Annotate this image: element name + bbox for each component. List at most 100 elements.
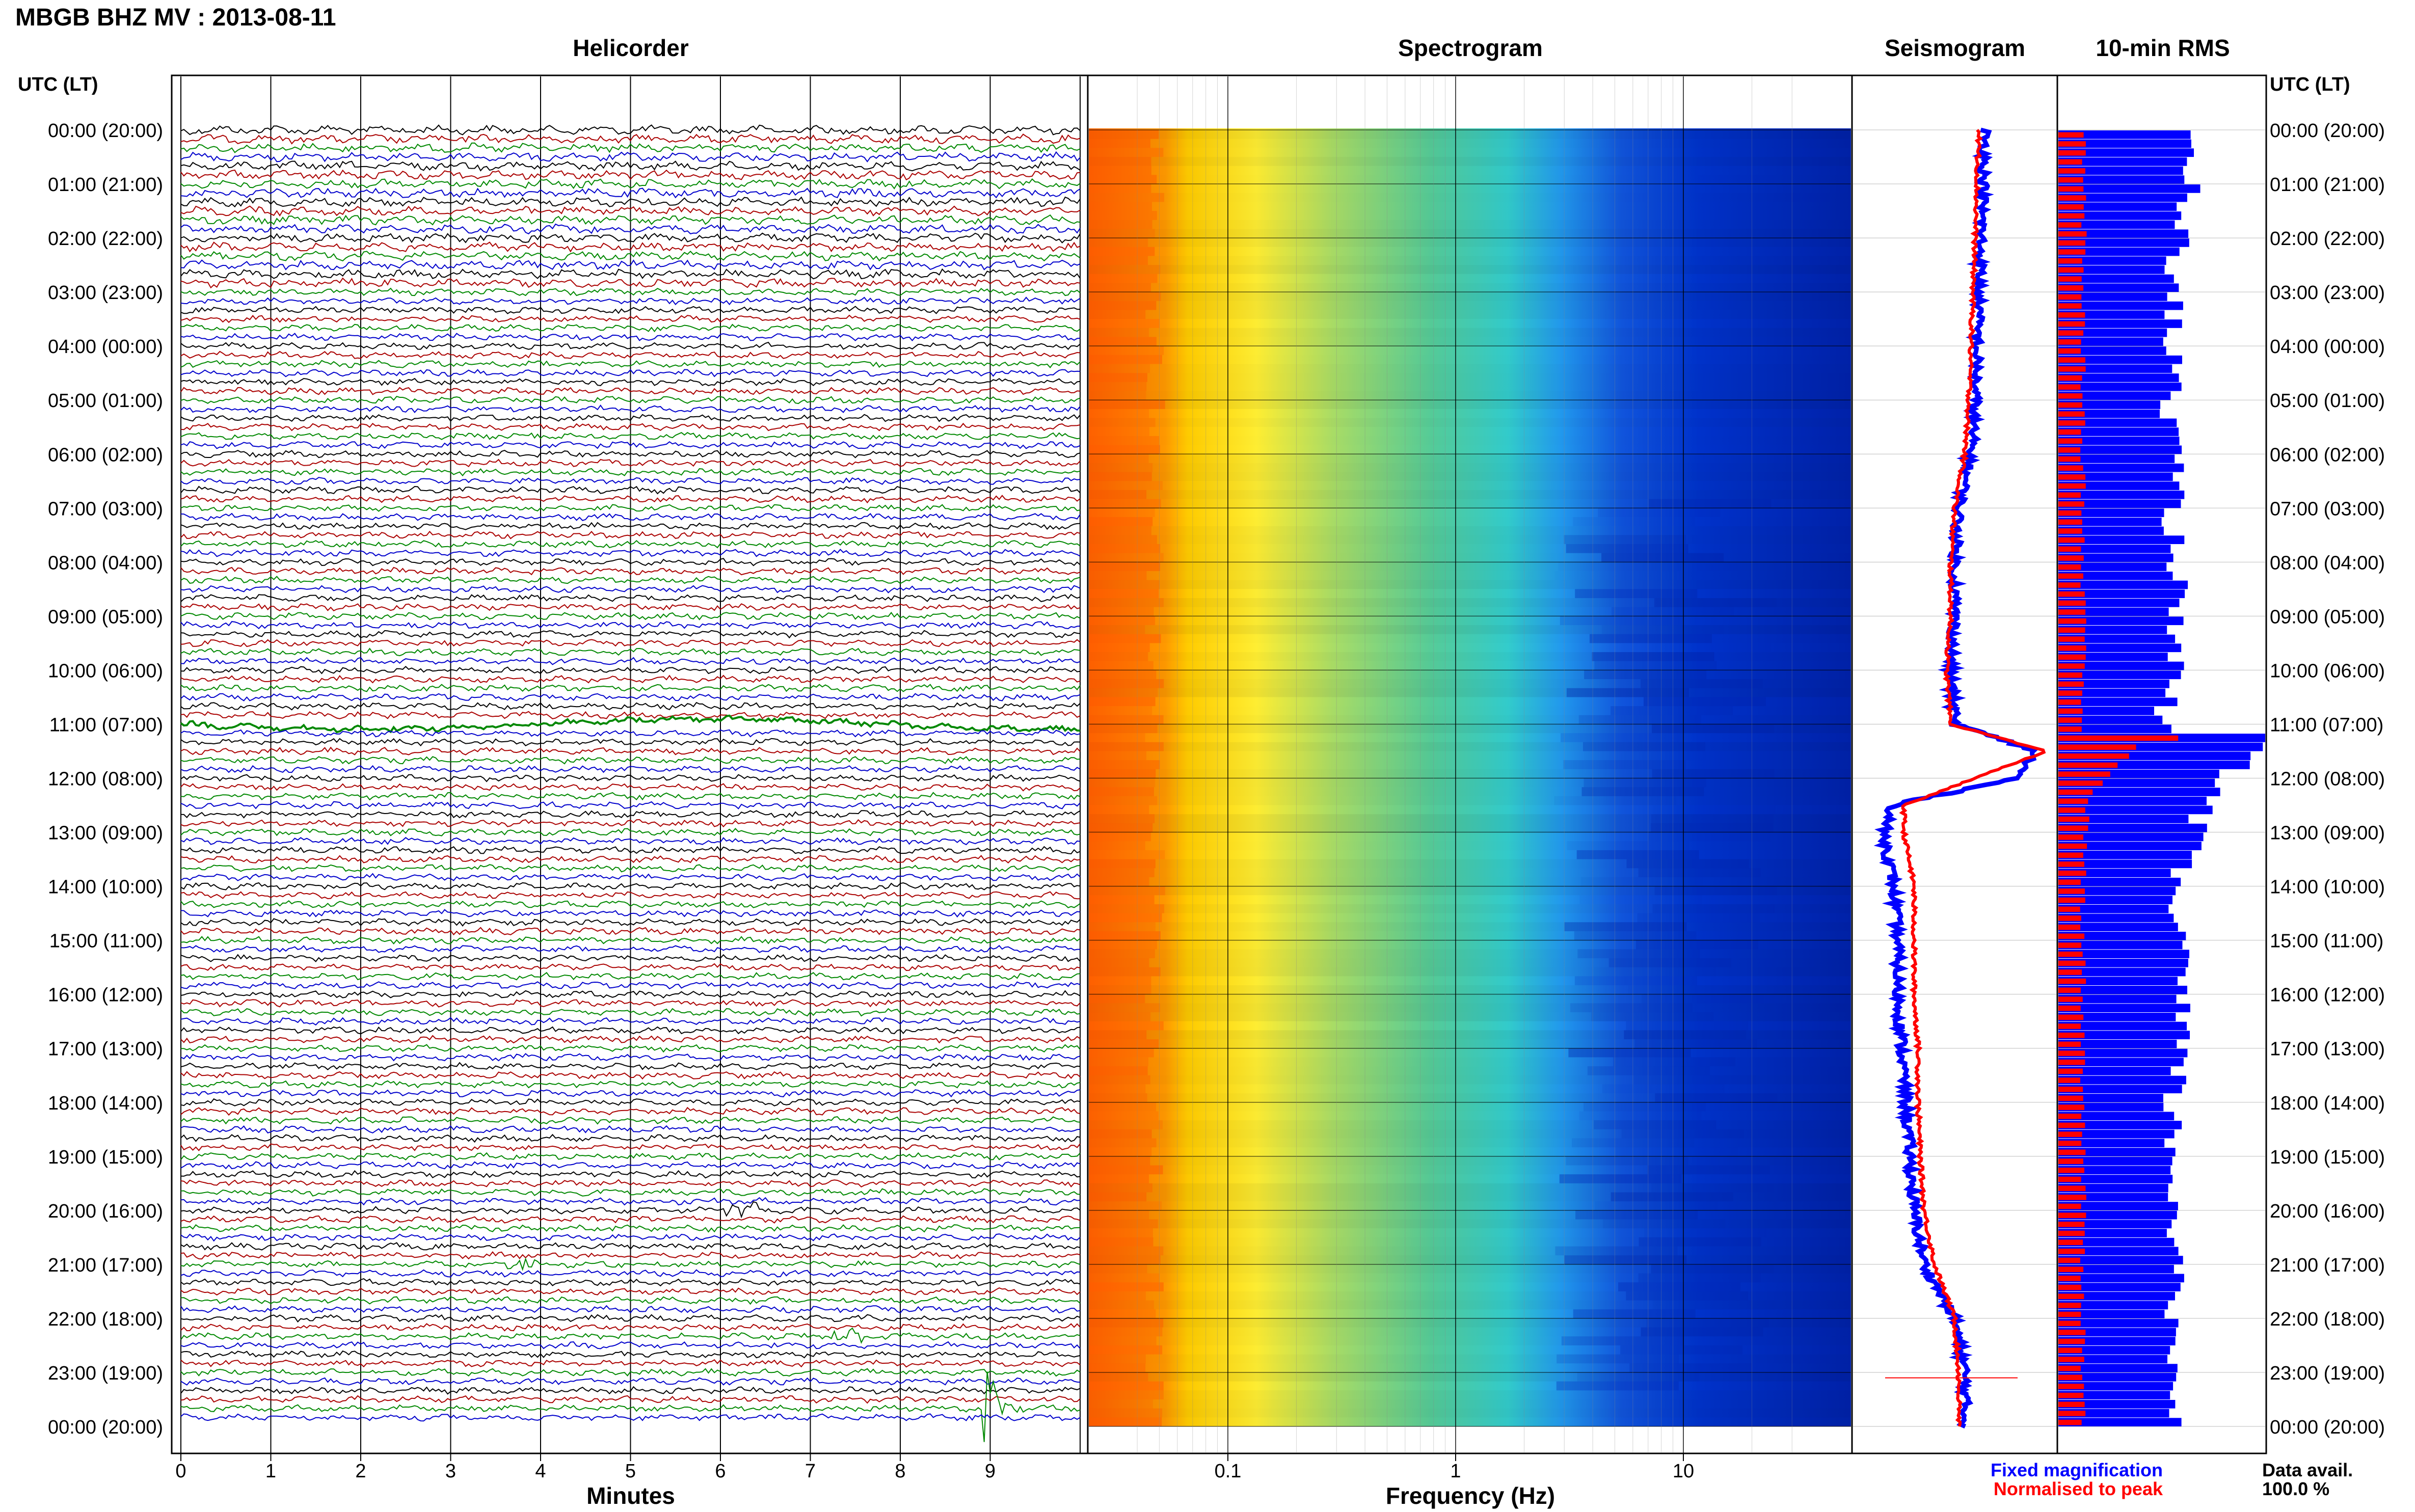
- spectrogram-row: [1089, 1300, 1851, 1310]
- helicorder-trace: [180, 1251, 1081, 1260]
- spectrogram-row: [1089, 958, 1851, 967]
- helicorder-trace: [180, 214, 1081, 226]
- spectrogram-row: [1089, 1039, 1851, 1048]
- spectrogram-row: [1089, 1156, 1851, 1166]
- time-label-left: 08:00 (04:00): [48, 552, 163, 574]
- rms-bar-normalised: [2058, 411, 2085, 417]
- helicorder-trace: [180, 819, 1081, 828]
- rms-title: 10-min RMS: [2096, 35, 2230, 61]
- spectrogram-high-band: [1598, 508, 1721, 517]
- helicorder-trace: [180, 1080, 1081, 1089]
- rms-bar-fixed: [2058, 859, 2192, 869]
- time-label-left: 00:00 (20:00): [48, 120, 163, 142]
- rms-bar-normalised: [2058, 996, 2083, 1002]
- helicorder-trace: [180, 836, 1081, 846]
- spectrogram-row: [1089, 1012, 1851, 1021]
- spectrogram-grid: [1089, 76, 1851, 1453]
- time-label-right: 07:00 (03:00): [2270, 498, 2385, 520]
- time-label-left: 03:00 (23:00): [48, 282, 163, 304]
- spectrogram-high-band: [1584, 670, 1707, 680]
- helicorder-trace: [180, 1287, 1081, 1296]
- spectrogram-high-band: [1654, 886, 1777, 896]
- helicorder-trace: [180, 1116, 1081, 1125]
- spectrogram-low-band: [1089, 175, 1157, 184]
- helicorder-trace: [180, 1269, 1081, 1278]
- rms-bar-fixed: [2058, 923, 2178, 931]
- helicorder-trace: [180, 711, 1081, 719]
- spectrogram-low-band: [1089, 571, 1147, 580]
- spectrogram-low-band: [1089, 661, 1153, 670]
- spectrogram-high-band: [1653, 805, 1776, 815]
- time-label-right: 05:00 (01:00): [2270, 390, 2385, 412]
- spectrogram-row: [1089, 796, 1851, 805]
- rms-bar-normalised: [2058, 168, 2085, 174]
- spectrogram-low-band: [1089, 823, 1153, 832]
- rms-bar-normalised: [2058, 276, 2082, 282]
- spectrogram-row: [1089, 1390, 1851, 1399]
- rms-bar-fixed: [2058, 1291, 2175, 1301]
- rms-bar-normalised: [2058, 1330, 2086, 1335]
- rms-bar-normalised: [2058, 690, 2082, 696]
- spectrogram-low-band: [1089, 1345, 1163, 1355]
- rms-bar-fixed: [2058, 292, 2167, 301]
- rms-bar-fixed: [2058, 572, 2173, 580]
- rms-bar-normalised: [2058, 1095, 2083, 1101]
- rms-bar-fixed: [2058, 328, 2167, 337]
- rms-bar-fixed: [2058, 1048, 2188, 1058]
- spectrogram-row: [1089, 625, 1851, 634]
- spectrogram-high-band: [1594, 1120, 1716, 1129]
- helicorder-trace: [180, 1327, 1081, 1344]
- rms-bar-fixed: [2058, 391, 2171, 400]
- spectrogram-row: [1089, 148, 1851, 157]
- rms-bar-fixed: [2058, 499, 2181, 508]
- spectrogram-row: [1089, 337, 1851, 346]
- rms-bar-normalised: [2058, 249, 2086, 255]
- helicorder-trace: [180, 422, 1081, 431]
- helicorder-trace: [180, 287, 1081, 296]
- spectrogram-low-band: [1089, 463, 1153, 472]
- spectrogram-low-band: [1089, 742, 1164, 751]
- helicorder-trace: [180, 341, 1081, 350]
- time-label-right: 10:00 (06:00): [2270, 660, 2385, 682]
- rms-bar-normalised: [2058, 1077, 2080, 1083]
- helicorder-trace: [180, 809, 1081, 819]
- rms-bar-normalised: [2058, 771, 2110, 777]
- spectrogram-low-band: [1089, 886, 1165, 896]
- rms-bar-fixed: [2058, 1139, 2165, 1148]
- spectrogram-low-band: [1089, 652, 1148, 661]
- rms-bar-normalised: [2058, 1411, 2086, 1416]
- helicorder-trace: [180, 1386, 1081, 1395]
- time-label-left: 05:00 (01:00): [48, 390, 163, 412]
- time-label-left: 09:00 (05:00): [48, 606, 163, 628]
- spectrogram-row: [1089, 184, 1851, 193]
- spectrogram-low-band: [1089, 265, 1161, 274]
- spectrogram-high-band: [1592, 652, 1714, 661]
- spectrogram-low-band: [1089, 1309, 1156, 1318]
- helicorder-trace: [180, 873, 1081, 881]
- spectrogram-low-band: [1089, 1246, 1164, 1256]
- spectrogram-row: [1089, 166, 1851, 175]
- spectrogram-high-band: [1587, 1066, 1710, 1075]
- helicorder-trace: [180, 558, 1081, 566]
- helicorder-trace: [180, 1371, 1081, 1442]
- spectrogram-low-band: [1089, 931, 1161, 940]
- spectrogram-row: [1089, 229, 1851, 238]
- helicorder-trace: [180, 539, 1081, 549]
- rms-bar-fixed: [2058, 1202, 2178, 1210]
- spectrogram-low-band: [1089, 400, 1165, 409]
- time-label-left: 01:00 (21:00): [48, 174, 163, 196]
- spectrogram-low-band: [1089, 454, 1149, 463]
- spectrogram-row: [1089, 562, 1851, 572]
- spectrogram-low-band: [1089, 553, 1164, 562]
- spectrogram-row: [1089, 1129, 1851, 1139]
- rms-bar-fixed: [2058, 1247, 2179, 1256]
- rms-bar-normalised: [2058, 204, 2084, 210]
- spectrogram-row: [1089, 526, 1851, 535]
- rms-bar-normalised: [2058, 1086, 2083, 1092]
- spectrogram-row: [1089, 1318, 1851, 1328]
- rms-bar-fixed: [2058, 544, 2171, 553]
- rms-bar-normalised: [2058, 1347, 2082, 1354]
- spectrogram-high-band: [1566, 1156, 1688, 1166]
- rms-bar-normalised: [2058, 456, 2081, 462]
- time-label-left: 11:00 (07:00): [49, 714, 163, 736]
